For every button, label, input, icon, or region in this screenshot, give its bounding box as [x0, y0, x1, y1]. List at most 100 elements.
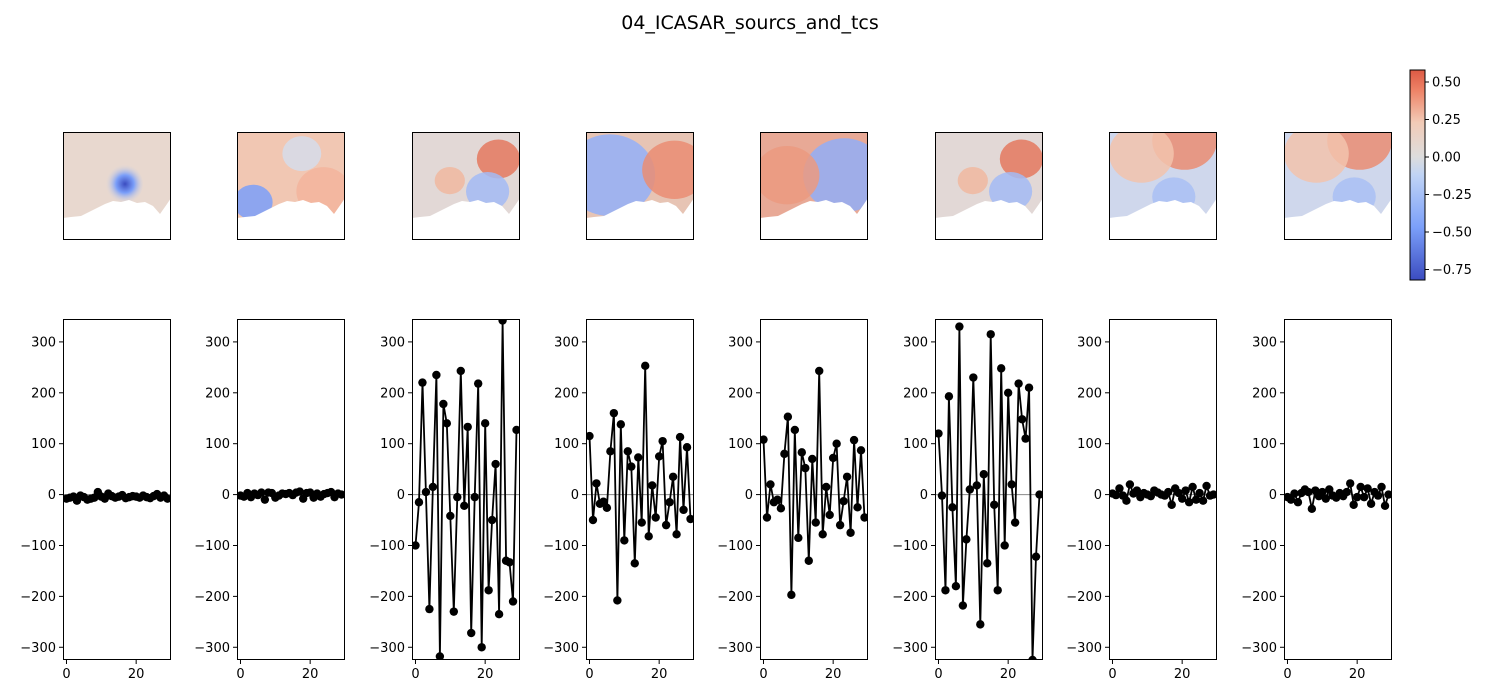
- colorbar-tick-label: 0.50: [1432, 76, 1461, 91]
- tc-axes-frame: [586, 319, 694, 660]
- colorbar-gradient: [1409, 69, 1426, 281]
- tc-point: [432, 370, 441, 380]
- tc-point: [658, 436, 667, 446]
- tc-point: [935, 429, 943, 438]
- y-tick-label: −200: [1066, 590, 1102, 605]
- tc-point: [766, 480, 775, 489]
- tc-point: [637, 518, 646, 527]
- tc-point: [794, 533, 803, 543]
- tc-point: [491, 459, 500, 469]
- tc-point: [856, 446, 866, 455]
- tc-point: [1345, 479, 1355, 488]
- tc-point: [480, 419, 490, 428]
- tc-point: [948, 503, 957, 512]
- tc-point: [1184, 498, 1194, 507]
- tc-point: [1380, 501, 1390, 510]
- colorbar-tick-label: −0.50: [1432, 226, 1472, 241]
- tc-point: [839, 497, 848, 506]
- tc-point: [421, 487, 431, 497]
- y-tick-label: 0: [571, 488, 579, 503]
- tc-point: [797, 448, 807, 457]
- source-map-3: [412, 132, 520, 240]
- tc-point: [449, 607, 459, 616]
- y-tick-label: −100: [1066, 539, 1102, 554]
- tc-plot-6: 300 200 100 0 −100 −200 −300 0 20: [892, 319, 1043, 682]
- source-map-4: [586, 132, 694, 240]
- tc-point: [996, 364, 1006, 373]
- x-tick-label: 0: [585, 667, 593, 682]
- y-tick-label: −100: [717, 539, 753, 554]
- y-tick-label: −200: [717, 590, 753, 605]
- x-tick-label: 0: [1283, 667, 1291, 682]
- tc-axes-frame: [760, 319, 868, 660]
- tc-point: [860, 513, 868, 522]
- tc-point: [976, 620, 985, 629]
- tc-axes-frame: [1109, 319, 1217, 660]
- tc-point: [808, 454, 817, 464]
- tc-point: [654, 452, 664, 461]
- tc-point: [804, 556, 813, 565]
- tc-point: [613, 596, 622, 605]
- tc-point: [776, 504, 786, 513]
- tc-point: [634, 453, 643, 462]
- source-map-7: [1109, 132, 1217, 240]
- tc-point: [1014, 379, 1023, 388]
- tc-point: [849, 435, 859, 445]
- tc-point: [470, 492, 479, 502]
- y-tick-label: 300: [1077, 335, 1102, 350]
- tc-point: [1342, 487, 1351, 497]
- tc-point: [1035, 490, 1043, 499]
- tc-point: [979, 470, 988, 479]
- tc-point: [1377, 482, 1386, 492]
- tc-point: [1209, 490, 1217, 499]
- y-tick-label: 0: [48, 488, 56, 503]
- y-tick-label: 100: [728, 437, 753, 452]
- tc-point: [1111, 490, 1121, 500]
- tc-point: [672, 530, 681, 539]
- tc-point: [435, 652, 445, 660]
- y-tick-label: 300: [554, 335, 579, 350]
- x-tick-label: 20: [1349, 667, 1366, 682]
- y-tick-label: 100: [1077, 437, 1102, 452]
- tc-point: [1202, 481, 1211, 491]
- tc-plot-1: 300 200 100 0 −100 −200 −300 0 20: [20, 319, 171, 682]
- x-tick-label: 20: [477, 667, 494, 682]
- tc-point: [665, 498, 674, 507]
- tc-point: [783, 412, 793, 421]
- tc-point: [1191, 495, 1201, 504]
- tc-point: [484, 586, 493, 595]
- tc-point: [825, 510, 834, 520]
- tc-point: [762, 513, 772, 522]
- tc-point: [846, 528, 855, 537]
- tc-point: [494, 609, 504, 619]
- tc-point: [773, 495, 782, 504]
- tc-plot-7: 300 200 100 0 −100 −200 −300 0 20: [1066, 319, 1217, 682]
- y-tick-label: 0: [1094, 488, 1102, 503]
- tc-point: [962, 535, 971, 544]
- tc-point: [1307, 504, 1317, 514]
- tc-line: [414, 320, 518, 657]
- tc-point: [1017, 415, 1027, 424]
- y-tick-label: 300: [205, 335, 230, 350]
- colorbar-tick-label: 0.00: [1432, 151, 1461, 166]
- x-tick-label: 20: [651, 667, 668, 682]
- tc-point: [257, 488, 266, 497]
- y-tick-label: 100: [554, 437, 579, 452]
- tc-plot-8: 300 200 100 0 −100 −200 −300 0 20: [1241, 319, 1392, 682]
- x-tick-label: 20: [1174, 667, 1191, 682]
- tc-point: [1356, 482, 1365, 492]
- tc-point: [1031, 552, 1041, 561]
- tc-plot-5: 300 200 100 0 −100 −200 −300 0 20: [717, 319, 868, 682]
- y-tick-label: 200: [205, 386, 230, 401]
- tc-point: [760, 435, 768, 444]
- tc-point: [337, 490, 345, 499]
- tc-point: [446, 511, 455, 521]
- tc-point: [842, 472, 852, 481]
- y-tick-label: 300: [380, 335, 405, 350]
- y-tick-label: −200: [1241, 590, 1277, 605]
- source-map-5: [760, 132, 868, 240]
- tc-point: [644, 532, 653, 541]
- tc-point: [647, 481, 657, 490]
- tc-point: [679, 505, 688, 515]
- tc-point: [1349, 500, 1358, 509]
